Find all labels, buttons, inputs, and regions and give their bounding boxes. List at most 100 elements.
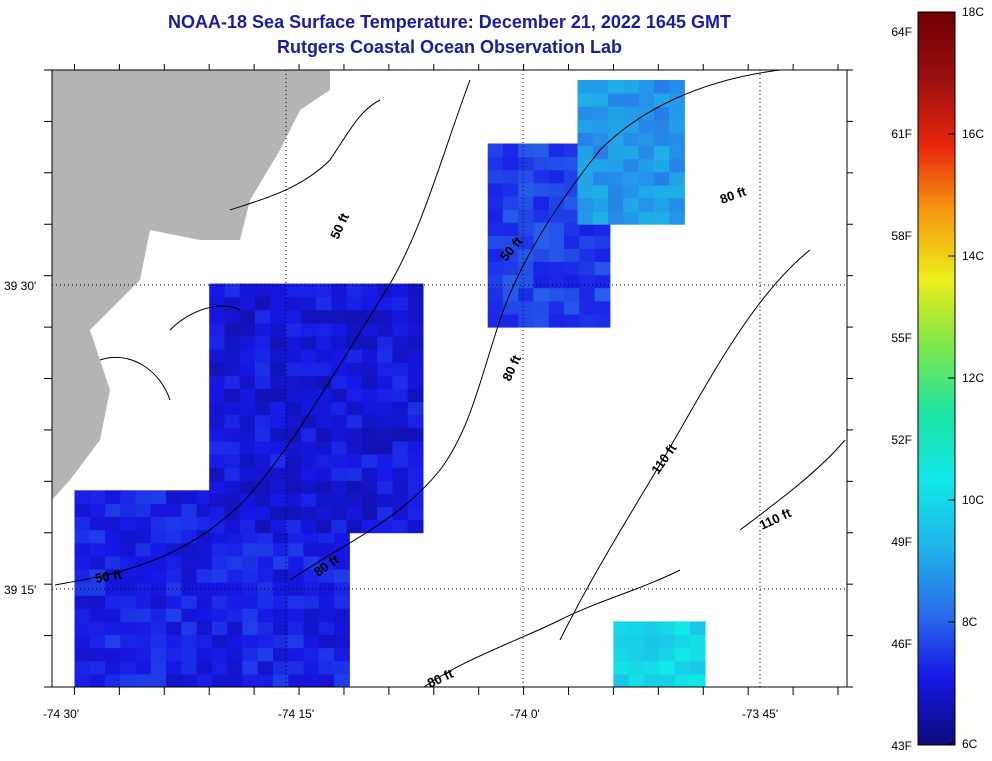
- colorbar-c-label: 6C: [962, 737, 978, 751]
- sst-pixel: [224, 519, 241, 534]
- sst-pixel: [316, 519, 332, 534]
- sst-pixel: [644, 647, 660, 662]
- sst-pixel: [316, 323, 332, 337]
- colorbar-c-label: 10C: [962, 493, 984, 507]
- sst-pixel: [242, 608, 259, 622]
- sst-pixel: [628, 660, 645, 675]
- sst-pixel: [135, 490, 152, 504]
- sst-pixel: [644, 621, 660, 635]
- sst-pixel: [407, 323, 424, 337]
- sst-pixel: [181, 634, 198, 649]
- sst-pixel: [392, 506, 409, 521]
- sst-pixel: [318, 673, 335, 687]
- sst-pixel: [239, 296, 256, 311]
- sst-pixel: [105, 647, 121, 662]
- sst-pixel: [577, 211, 594, 225]
- sst-pixel: [608, 80, 624, 94]
- sst-pixel: [577, 145, 594, 160]
- sst-pixel: [300, 506, 317, 521]
- sst-pixel: [653, 145, 670, 160]
- sst-pixel: [300, 493, 317, 507]
- sst-pixel: [628, 673, 645, 687]
- sst-pixel: [211, 634, 228, 649]
- sst-pixel: [518, 274, 534, 289]
- lat-label-39-15: 39 15': [4, 583, 36, 597]
- sst-pixel: [331, 480, 348, 494]
- sst-pixel: [579, 235, 596, 249]
- sst-pixel: [105, 621, 121, 635]
- sst-pixel: [300, 401, 317, 416]
- sst-pixel: [564, 248, 580, 262]
- depth-contour-50ft: [54, 79, 471, 586]
- sst-pixel: [120, 555, 137, 570]
- sst-pixel: [659, 660, 676, 675]
- sst-pixel: [653, 171, 670, 186]
- sst-pixel: [196, 621, 213, 635]
- sst-pixel: [120, 621, 137, 635]
- sst-pixel: [303, 673, 320, 687]
- sst-pixel: [392, 375, 409, 389]
- sst-pixel: [548, 222, 565, 236]
- sst-pixel: [377, 414, 393, 429]
- sst-pixel: [89, 555, 106, 570]
- sst-pixel: [227, 542, 243, 557]
- sst-pixel: [659, 673, 676, 687]
- sst-pixel: [255, 427, 271, 442]
- sst-pixel: [331, 388, 348, 403]
- colorbar-f-label: 46F: [891, 637, 912, 651]
- land-mass: [52, 70, 330, 500]
- sst-pixel: [608, 132, 624, 147]
- sst-pixel: [239, 309, 256, 324]
- sst-pixel: [74, 516, 91, 531]
- sst-pixel: [346, 519, 363, 534]
- sst-pixel: [89, 516, 106, 531]
- sst-pixel: [502, 287, 519, 302]
- lon-label-74-30: -74 30': [43, 707, 79, 721]
- sst-pixel: [653, 80, 670, 94]
- sst-pixel: [669, 106, 685, 120]
- sst-pixel: [166, 595, 182, 609]
- sst-pixel: [150, 582, 167, 596]
- sst-pixel: [361, 454, 378, 468]
- sst-pixel: [594, 314, 611, 328]
- sst-pixel: [669, 158, 685, 173]
- sst-pixel: [211, 542, 228, 557]
- sst-pixel: [653, 211, 670, 225]
- sst-pixel: [270, 506, 287, 521]
- sst-pixel: [74, 582, 91, 596]
- sst-pixel: [288, 595, 305, 609]
- sst-pixel: [303, 634, 320, 649]
- sst-pixel: [239, 467, 256, 481]
- sst-pixel: [300, 427, 317, 442]
- sst-pixel: [628, 647, 645, 662]
- sst-pixel: [270, 336, 287, 350]
- sst-pixel: [209, 427, 225, 442]
- sst-pixel: [224, 336, 241, 350]
- sst-pixel: [638, 184, 655, 199]
- sst-pixel: [592, 119, 609, 133]
- sst-pixel: [120, 673, 137, 687]
- sst-pixel: [331, 519, 348, 534]
- sst-pixel: [74, 503, 91, 517]
- colorbar-f-label: 64F: [891, 25, 912, 39]
- sst-pixel: [548, 314, 565, 328]
- sst-pixel: [377, 454, 393, 468]
- sst-pixel: [135, 634, 152, 649]
- sst-pixel: [209, 309, 225, 324]
- chart-subtitle: Rutgers Coastal Ocean Observation Lab: [276, 37, 623, 57]
- sst-pixel: [361, 414, 378, 429]
- sst-pixel: [346, 323, 363, 337]
- sst-pixel: [653, 198, 670, 212]
- sst-pixel: [392, 283, 409, 298]
- coastline: [99, 99, 381, 401]
- sst-pixel: [270, 296, 287, 311]
- sst-pixel: [300, 441, 317, 455]
- sst-pixel: [196, 569, 213, 583]
- sst-pixel: [166, 634, 182, 649]
- sst-pixel: [105, 503, 121, 517]
- sst-pixel: [257, 569, 274, 583]
- sst-pixel: [377, 493, 393, 507]
- sst-pixel: [181, 608, 198, 622]
- sst-pixel: [592, 211, 609, 225]
